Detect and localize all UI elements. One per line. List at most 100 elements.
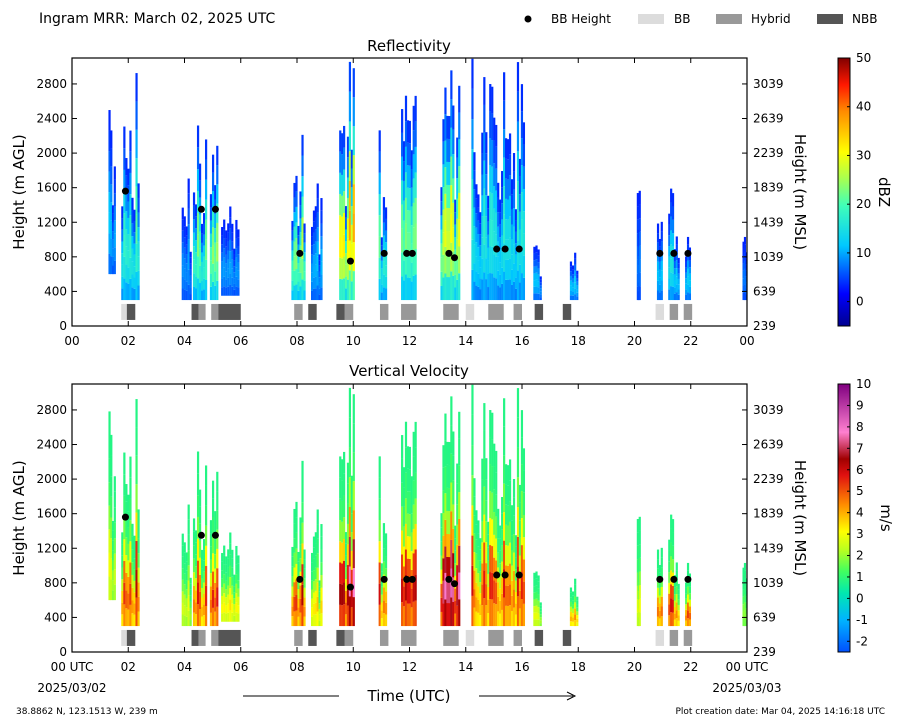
velocity-cell-pixel — [497, 538, 500, 553]
reflectivity-cell-pixel — [505, 138, 508, 159]
reflectivity-cell-pixel — [406, 210, 410, 233]
reflectivity-cell-pixel — [440, 257, 443, 272]
velocity-cell-pixel — [137, 523, 140, 539]
reflectivity-cell-pixel — [189, 263, 192, 270]
velocity-cell-pixel — [111, 570, 115, 581]
velocity-cell-pixel — [477, 520, 480, 534]
reflectivity-cell-pixel — [291, 290, 294, 301]
reflectivity-cell-pixel — [487, 260, 490, 274]
reflectivity-cell-pixel — [129, 236, 132, 258]
reflectivity-cell-pixel — [196, 147, 200, 170]
reflectivity-cell-pixel — [192, 286, 196, 301]
reflectivity-cell-pixel — [185, 254, 188, 264]
velocity-cell-pixel — [346, 462, 350, 484]
velocity-cell-pixel — [456, 544, 459, 566]
velocity-cell-pixel — [108, 435, 111, 459]
reflectivity-cell-pixel — [473, 152, 476, 171]
velocity-cell-pixel — [440, 541, 443, 556]
reflectivity-cell-pixel — [406, 232, 410, 256]
reflectivity-cell-pixel — [216, 261, 219, 281]
reflectivity-cell-pixel — [475, 285, 478, 301]
reflectivity-cell-pixel — [569, 285, 573, 291]
velocity-cell-pixel — [458, 411, 461, 439]
reflectivity-cell-pixel — [187, 239, 190, 255]
reflectivity-cell-pixel — [131, 248, 134, 262]
velocity-cell-pixel — [533, 572, 536, 580]
velocity-cell-pixel — [189, 589, 192, 596]
colorbar-tick-label: 8 — [856, 420, 864, 434]
velocity-cell-pixel — [194, 566, 198, 579]
reflectivity-cell-pixel — [297, 263, 300, 273]
reflectivity-echo-cell — [533, 245, 542, 301]
reflectivity-cell-pixel — [225, 246, 228, 255]
velocity-cell-pixel — [508, 542, 512, 564]
reflectivity-title: Reflectivity — [367, 37, 451, 55]
velocity-cell-pixel — [493, 557, 496, 581]
velocity-cell-pixel — [108, 505, 111, 530]
reflectivity-cell-pixel — [487, 273, 490, 288]
velocity-cell-pixel — [446, 556, 449, 581]
reflectivity-cell-pixel — [638, 190, 641, 205]
velocity-cell-pixel — [231, 576, 234, 586]
reflectivity-cell-pixel — [237, 254, 240, 263]
velocity-cell-pixel — [508, 480, 512, 502]
reflectivity-cell-pixel — [489, 192, 492, 220]
reflectivity-cell-pixel — [522, 255, 526, 278]
velocity-cell-pixel — [656, 616, 660, 627]
reflectivity-cell-pixel — [202, 267, 206, 279]
reflectivity-cell-pixel — [235, 276, 238, 287]
velocity-cell-pixel — [471, 384, 474, 415]
reflectivity-cell-pixel — [187, 224, 190, 240]
reflectivity-cell-pixel — [216, 280, 219, 301]
reflectivity-cell-pixel — [448, 162, 451, 186]
reflectivity-cell-pixel — [233, 266, 236, 273]
reflectivity-cell-pixel — [668, 246, 671, 257]
reflectivity-bb-class-bars — [121, 303, 693, 320]
velocity-cell-pixel — [216, 529, 219, 549]
velocity-cell-pixel — [303, 616, 306, 627]
velocity-cell-pixel — [341, 584, 344, 606]
reflectivity-cell-pixel — [638, 218, 641, 232]
reflectivity-cell-pixel — [297, 235, 300, 245]
velocity-cell-pixel — [745, 578, 748, 585]
x-tick-label: 20 — [627, 334, 642, 348]
velocity-cell-pixel — [569, 621, 573, 627]
reflectivity-cell-pixel — [346, 279, 350, 301]
reflectivity-cell-pixel — [198, 248, 202, 266]
reflectivity-cell-pixel — [341, 216, 344, 238]
velocity-cell-pixel — [209, 520, 213, 534]
reflectivity-cell-pixel — [489, 138, 492, 166]
velocity-cell-pixel — [414, 549, 417, 576]
velocity-cell-pixel — [491, 519, 494, 547]
velocity-cell-pixel — [320, 587, 323, 601]
velocity-cell-pixel — [473, 478, 476, 497]
x-tick-label: 04 — [177, 660, 192, 674]
reflectivity-cell-pixel — [456, 218, 459, 240]
reflectivity-cell-pixel — [293, 197, 296, 213]
velocity-cell-pixel — [200, 578, 204, 588]
colorbar-tick-label: 0 — [856, 295, 864, 309]
velocity-cell-pixel — [510, 520, 514, 536]
velocity-cell-pixel — [510, 565, 514, 581]
velocity-cell-pixel — [477, 546, 480, 561]
velocity-cell-pixel — [231, 603, 234, 613]
velocity-cell-pixel — [233, 598, 236, 605]
velocity-cell-pixel — [493, 603, 496, 627]
reflectivity-cell-pixel — [483, 77, 486, 105]
velocity-cell-pixel — [745, 602, 748, 609]
reflectivity-cell-pixel — [686, 244, 690, 253]
velocity-cell-pixel — [660, 586, 663, 597]
velocity-cell-pixel — [571, 600, 575, 605]
velocity-cell-pixel — [497, 582, 500, 597]
velocity-cell-pixel — [135, 455, 138, 485]
reflectivity-cell-pixel — [231, 241, 234, 251]
reflectivity-cell-pixel — [185, 244, 188, 255]
velocity-cell-pixel — [318, 580, 321, 587]
reflectivity-cell-pixel — [535, 279, 538, 287]
velocity-cell-pixel — [743, 570, 747, 579]
velocity-cell-pixel — [221, 613, 224, 622]
velocity-cell-pixel — [569, 597, 573, 602]
reflectivity-cell-pixel — [214, 242, 217, 257]
reflectivity-cell-pixel — [489, 165, 492, 193]
velocity-cell-pixel — [189, 607, 192, 614]
